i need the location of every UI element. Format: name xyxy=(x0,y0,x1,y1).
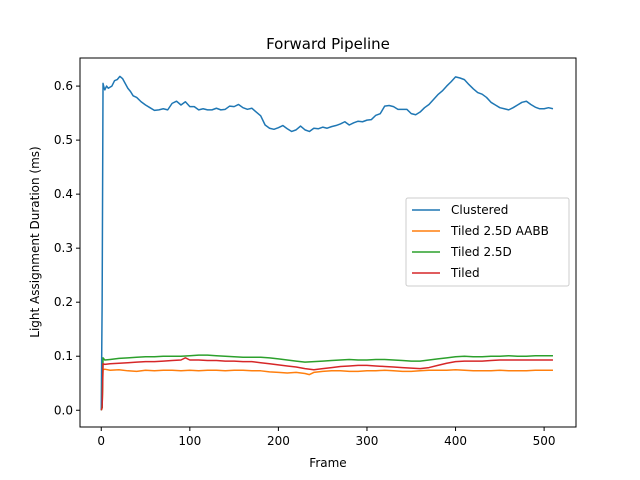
series-line-0 xyxy=(100,75,554,411)
chart-title: Forward Pipeline xyxy=(266,35,390,53)
legend-box xyxy=(405,197,570,287)
legend-label-1: Tiled 2.5D AABB xyxy=(450,224,549,238)
x-axis-label: Frame xyxy=(309,456,346,470)
y-tick-label-6: 0.6 xyxy=(54,79,73,93)
legend-label-2: Tiled 2.5D xyxy=(450,245,512,259)
y-axis-label: Light Assignment Duration (ms) xyxy=(28,146,42,337)
x-tick-label-0: 0 xyxy=(97,434,105,448)
y-tick-label-2: 0.2 xyxy=(54,295,73,309)
series-line-3 xyxy=(100,357,553,411)
legend: Clustered Tiled 2.5D AABB Tiled 2.5D Tiled xyxy=(405,197,570,287)
x-tick-label-1: 100 xyxy=(178,434,201,448)
x-tick-label-4: 400 xyxy=(444,434,467,448)
plot-frame xyxy=(79,57,577,428)
x-tick-label-2: 200 xyxy=(267,434,290,448)
x-tick-label-5: 500 xyxy=(533,434,556,448)
y-tick-label-0: 0.0 xyxy=(54,403,73,417)
series-line-1 xyxy=(100,368,553,411)
y-axis: 0.0 0.1 0.2 0.3 0.4 0.5 0.6 xyxy=(54,79,80,417)
x-axis: 0 100 200 300 400 500 xyxy=(97,427,556,448)
legend-label-0: Clustered xyxy=(451,203,508,217)
y-tick-label-3: 0.3 xyxy=(54,241,73,255)
y-tick-label-1: 0.1 xyxy=(54,349,73,363)
x-tick-label-3: 300 xyxy=(356,434,379,448)
y-tick-label-4: 0.4 xyxy=(54,187,73,201)
y-tick-label-5: 0.5 xyxy=(54,133,73,147)
legend-label-3: Tiled xyxy=(450,266,480,280)
series-layer xyxy=(100,75,554,411)
series-line-2 xyxy=(100,354,553,411)
